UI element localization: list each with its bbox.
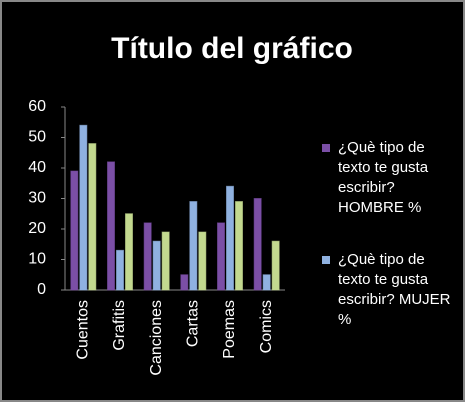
bar [116,249,124,291]
bar [161,231,170,291]
x-tick-label: Cuentos [75,300,92,360]
x-tick-label: Canciones [148,300,165,376]
y-tick-label: 40 [28,159,46,176]
bar [70,170,79,291]
bar [189,201,198,291]
y-tick-label: 10 [28,251,46,268]
legend-swatch [322,144,330,152]
bar [107,161,115,291]
legend-label: ¿Què tipo de texto te gusta escribir? MU… [338,251,451,328]
chart-title: Título del gráfico [111,32,353,65]
x-tick-label: Cartas [185,300,202,347]
y-tick-label: 0 [37,281,46,298]
bar [180,274,189,291]
x-tick-label: Comics [258,300,275,353]
x-tick-label: Grafitis [111,300,128,351]
legend-swatch [322,256,330,264]
bar [226,185,234,291]
bar [262,274,271,291]
bar [125,213,133,291]
bar [152,240,161,291]
legend-entry: ¿Què tipo de texto te gusta escribir? MU… [322,250,452,330]
y-tick-label: 50 [28,129,46,146]
legend-entry: ¿Què tipo de texto te gusta escribir? HO… [322,138,452,218]
x-tick-label: Poemas [221,300,238,359]
y-tick-label: 30 [28,190,46,207]
y-tick-label: 20 [28,220,46,237]
y-tick-label: 60 [28,98,46,115]
bar [235,201,243,291]
bar [79,124,88,291]
bar [198,231,207,291]
bar [143,222,152,291]
bar [253,198,262,291]
bar [217,222,225,291]
legend-label: ¿Què tipo de texto te gusta escribir? HO… [338,139,429,216]
bar [88,143,97,291]
bar [271,240,280,291]
